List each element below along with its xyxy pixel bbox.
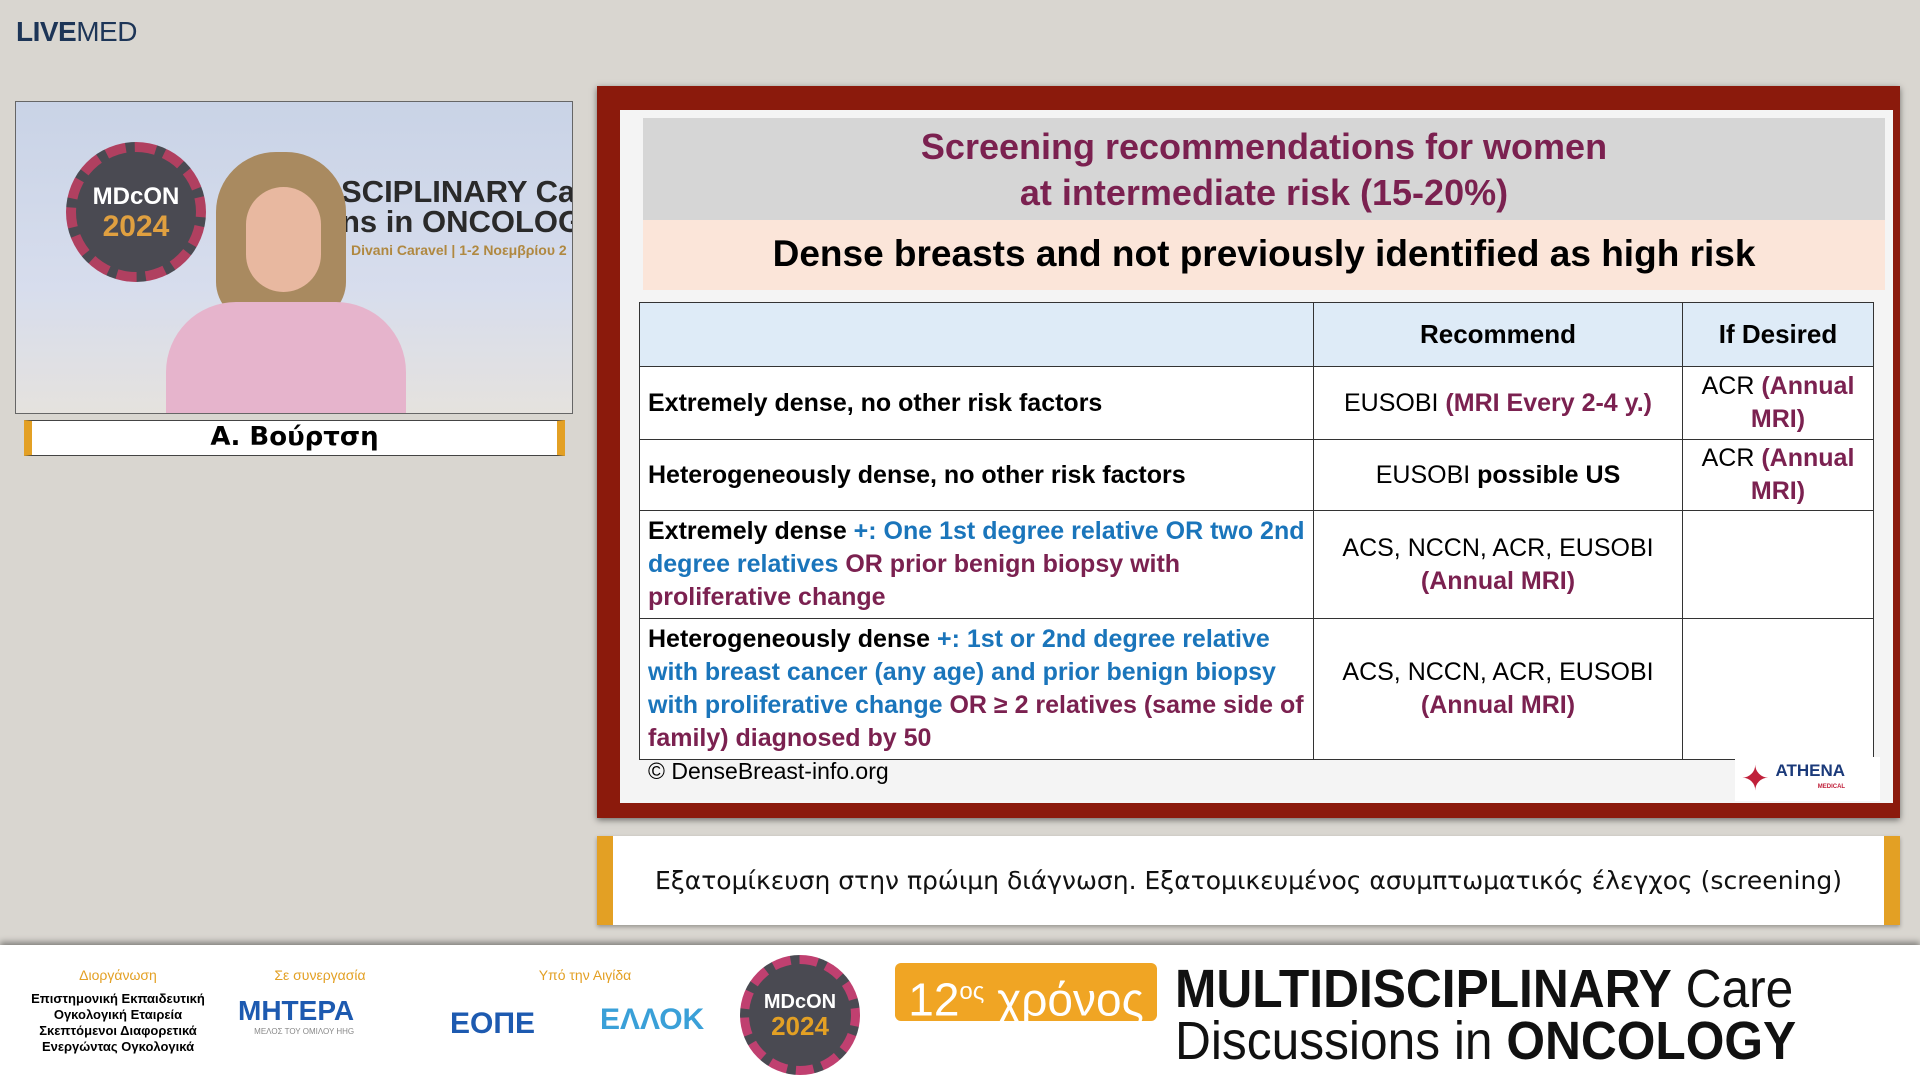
table-cell-c3: ACR (Annual MRI) — [1682, 439, 1874, 511]
table-cell-c1: Heterogeneously dense, no other risk fac… — [639, 439, 1314, 511]
cell-text: OR prior benign biopsy with proliferativ… — [648, 550, 1181, 611]
header-recommend: Recommend — [1313, 302, 1683, 367]
table-cell-c2: EUSOBI (MRI Every 2-4 y.) — [1313, 366, 1683, 440]
cell-text: possible US — [1477, 460, 1621, 489]
video-banner-text: SCIPLINARY Ca ns in ONCOLOG — [341, 174, 573, 239]
speaker-video: MDcON 2024 SCIPLINARY Ca ns in ONCOLOG Div… — [15, 101, 573, 414]
cell-text: OR ≥ 2 relatives (same side of family) d… — [648, 691, 1304, 752]
table-cell-c1: Extremely dense +: One 1st degree relati… — [639, 510, 1314, 619]
partner-label: Σε συνεργασία — [274, 967, 366, 983]
aegis-label: Υπό την Αιγίδα — [538, 967, 632, 983]
table-cell-c1: Extremely dense, no other risk factors — [639, 366, 1314, 440]
table-row: Heterogeneously dense, no other risk fac… — [639, 439, 1874, 511]
header-if-desired: If Desired — [1682, 302, 1874, 367]
cell-text: ACR — [1701, 372, 1762, 400]
cell-text: Extremely dense — [648, 517, 854, 545]
athena-logo: ✦ ATHENA MEDICAL — [1735, 757, 1880, 801]
cell-text: ACS, NCCN, ACR, EUSOBI — [1342, 533, 1654, 562]
table-cell-c2: ACS, NCCN, ACR, EUSOBI (Annual MRI) — [1313, 618, 1683, 760]
eope-logo: ΕΟΠΕ — [450, 1007, 536, 1040]
video-venue-text: Divani Caravel | 1-2 Νοεμβρίου 2 — [351, 242, 567, 258]
livemed-logo: LIVEMED — [16, 16, 137, 47]
edition-badge: 12ος χρόνος — [895, 963, 1157, 1025]
table-cell-c2: EUSOBI possible US — [1313, 439, 1683, 511]
recommendations-table: Recommend If Desired Extremely dense, no… — [639, 302, 1874, 760]
cell-text: (Annual MRI) — [1750, 444, 1855, 505]
header-empty — [639, 302, 1314, 367]
table-row: Extremely dense +: One 1st degree relati… — [639, 510, 1874, 619]
cell-text: ACR — [1701, 444, 1762, 472]
table-cell-c1: Heterogeneously dense +: 1st or 2nd degr… — [639, 618, 1314, 760]
mdcon-badge-in-video: MDcON 2024 — [66, 142, 206, 282]
cell-text: +: 1st or 2nd degree relative with breas… — [648, 625, 1276, 719]
table-cell-c3 — [1682, 618, 1874, 760]
mdcon-badge: MDcON 2024 — [740, 955, 860, 1075]
ellok-logo: ΕΛΛΟΚ — [600, 1003, 705, 1036]
cell-text: (Annual MRI) — [1420, 691, 1576, 719]
organizer-label: Διοργάνωση — [79, 967, 157, 983]
cell-text: EUSOBI — [1375, 460, 1478, 489]
footer: Διοργάνωση Επιστημονική Εκπαιδευτική Ογκ… — [0, 945, 1920, 1080]
speaker-name: Α. Βούρτση — [24, 420, 565, 456]
cell-text: Extremely dense, no other risk factors — [648, 388, 1103, 417]
event-title: MULTIDISCIPLINARY Care Discussions in ON… — [1175, 959, 1797, 1071]
cell-text: ACS, NCCN, ACR, EUSOBI — [1342, 658, 1654, 686]
cell-text: Heterogeneously dense, no other risk fac… — [648, 460, 1186, 489]
mitera-logo: ΜΗΤΕΡΑ ΜΕΛΟΣ ΤΟΥ ΟΜΙΛΟΥ HHG — [238, 995, 355, 1036]
speaker-figure — [166, 152, 406, 413]
copyright: © DenseBreast-info.org — [648, 758, 889, 784]
cell-text: (Annual MRI) — [1750, 372, 1855, 433]
caption-bar: Εξατομίκευση στην πρώιμη διάγνωση. Εξατο… — [597, 836, 1900, 925]
athena-figure-icon: ✦ — [1741, 760, 1770, 798]
cell-text: EUSOBI — [1344, 388, 1446, 417]
slide-title: Screening recommendations for women at in… — [643, 118, 1885, 220]
cell-text: +: One 1st degree relative OR two 2nd de… — [648, 517, 1305, 578]
cell-text: (Annual MRI) — [1420, 566, 1576, 595]
table-cell-c3 — [1682, 510, 1874, 619]
table-cell-c2: ACS, NCCN, ACR, EUSOBI (Annual MRI) — [1313, 510, 1683, 619]
table-row: Heterogeneously dense +: 1st or 2nd degr… — [639, 618, 1874, 760]
organizer-text: Επιστημονική Εκπαιδευτική Ογκολογική Ετα… — [31, 991, 205, 1054]
slide-subtitle: Dense breasts and not previously identif… — [643, 220, 1885, 290]
cell-text: (MRI Every 2-4 y.) — [1445, 388, 1652, 417]
table-row: Extremely dense, no other risk factors EU… — [639, 366, 1874, 440]
table-cell-c3: ACR (Annual MRI) — [1682, 366, 1874, 440]
cell-text: Heterogeneously dense — [648, 625, 937, 653]
